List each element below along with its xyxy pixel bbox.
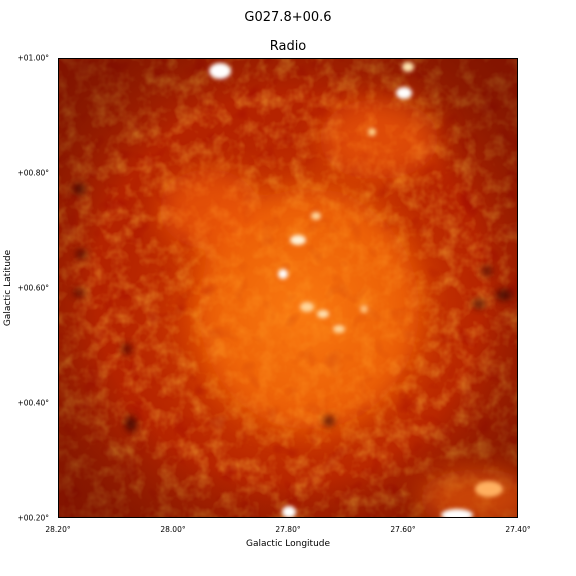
y-tick-label: +00.40° <box>17 398 49 408</box>
y-axis-label: Galactic Latitude <box>3 249 13 327</box>
y-tick-label: +00.60° <box>17 283 49 293</box>
x-tick-label: 28.20° <box>45 525 71 534</box>
panel-title: Radio <box>269 39 307 54</box>
y-tick-label: +00.20° <box>17 513 49 523</box>
x-tick-label: 28.00° <box>160 525 186 534</box>
radio-image-panel <box>58 58 518 518</box>
y-tick-label: +01.00° <box>17 53 49 63</box>
x-tick-label: 27.40° <box>505 525 531 534</box>
x-axis-label: Galactic Longitude <box>245 539 331 549</box>
x-tick-label: 27.80° <box>275 525 301 534</box>
x-tick-label: 27.60° <box>390 525 416 534</box>
figure-suptitle: G027.8+00.6 <box>244 10 332 25</box>
radio-continuum-image <box>59 59 517 517</box>
y-tick-label: +00.80° <box>17 168 49 178</box>
